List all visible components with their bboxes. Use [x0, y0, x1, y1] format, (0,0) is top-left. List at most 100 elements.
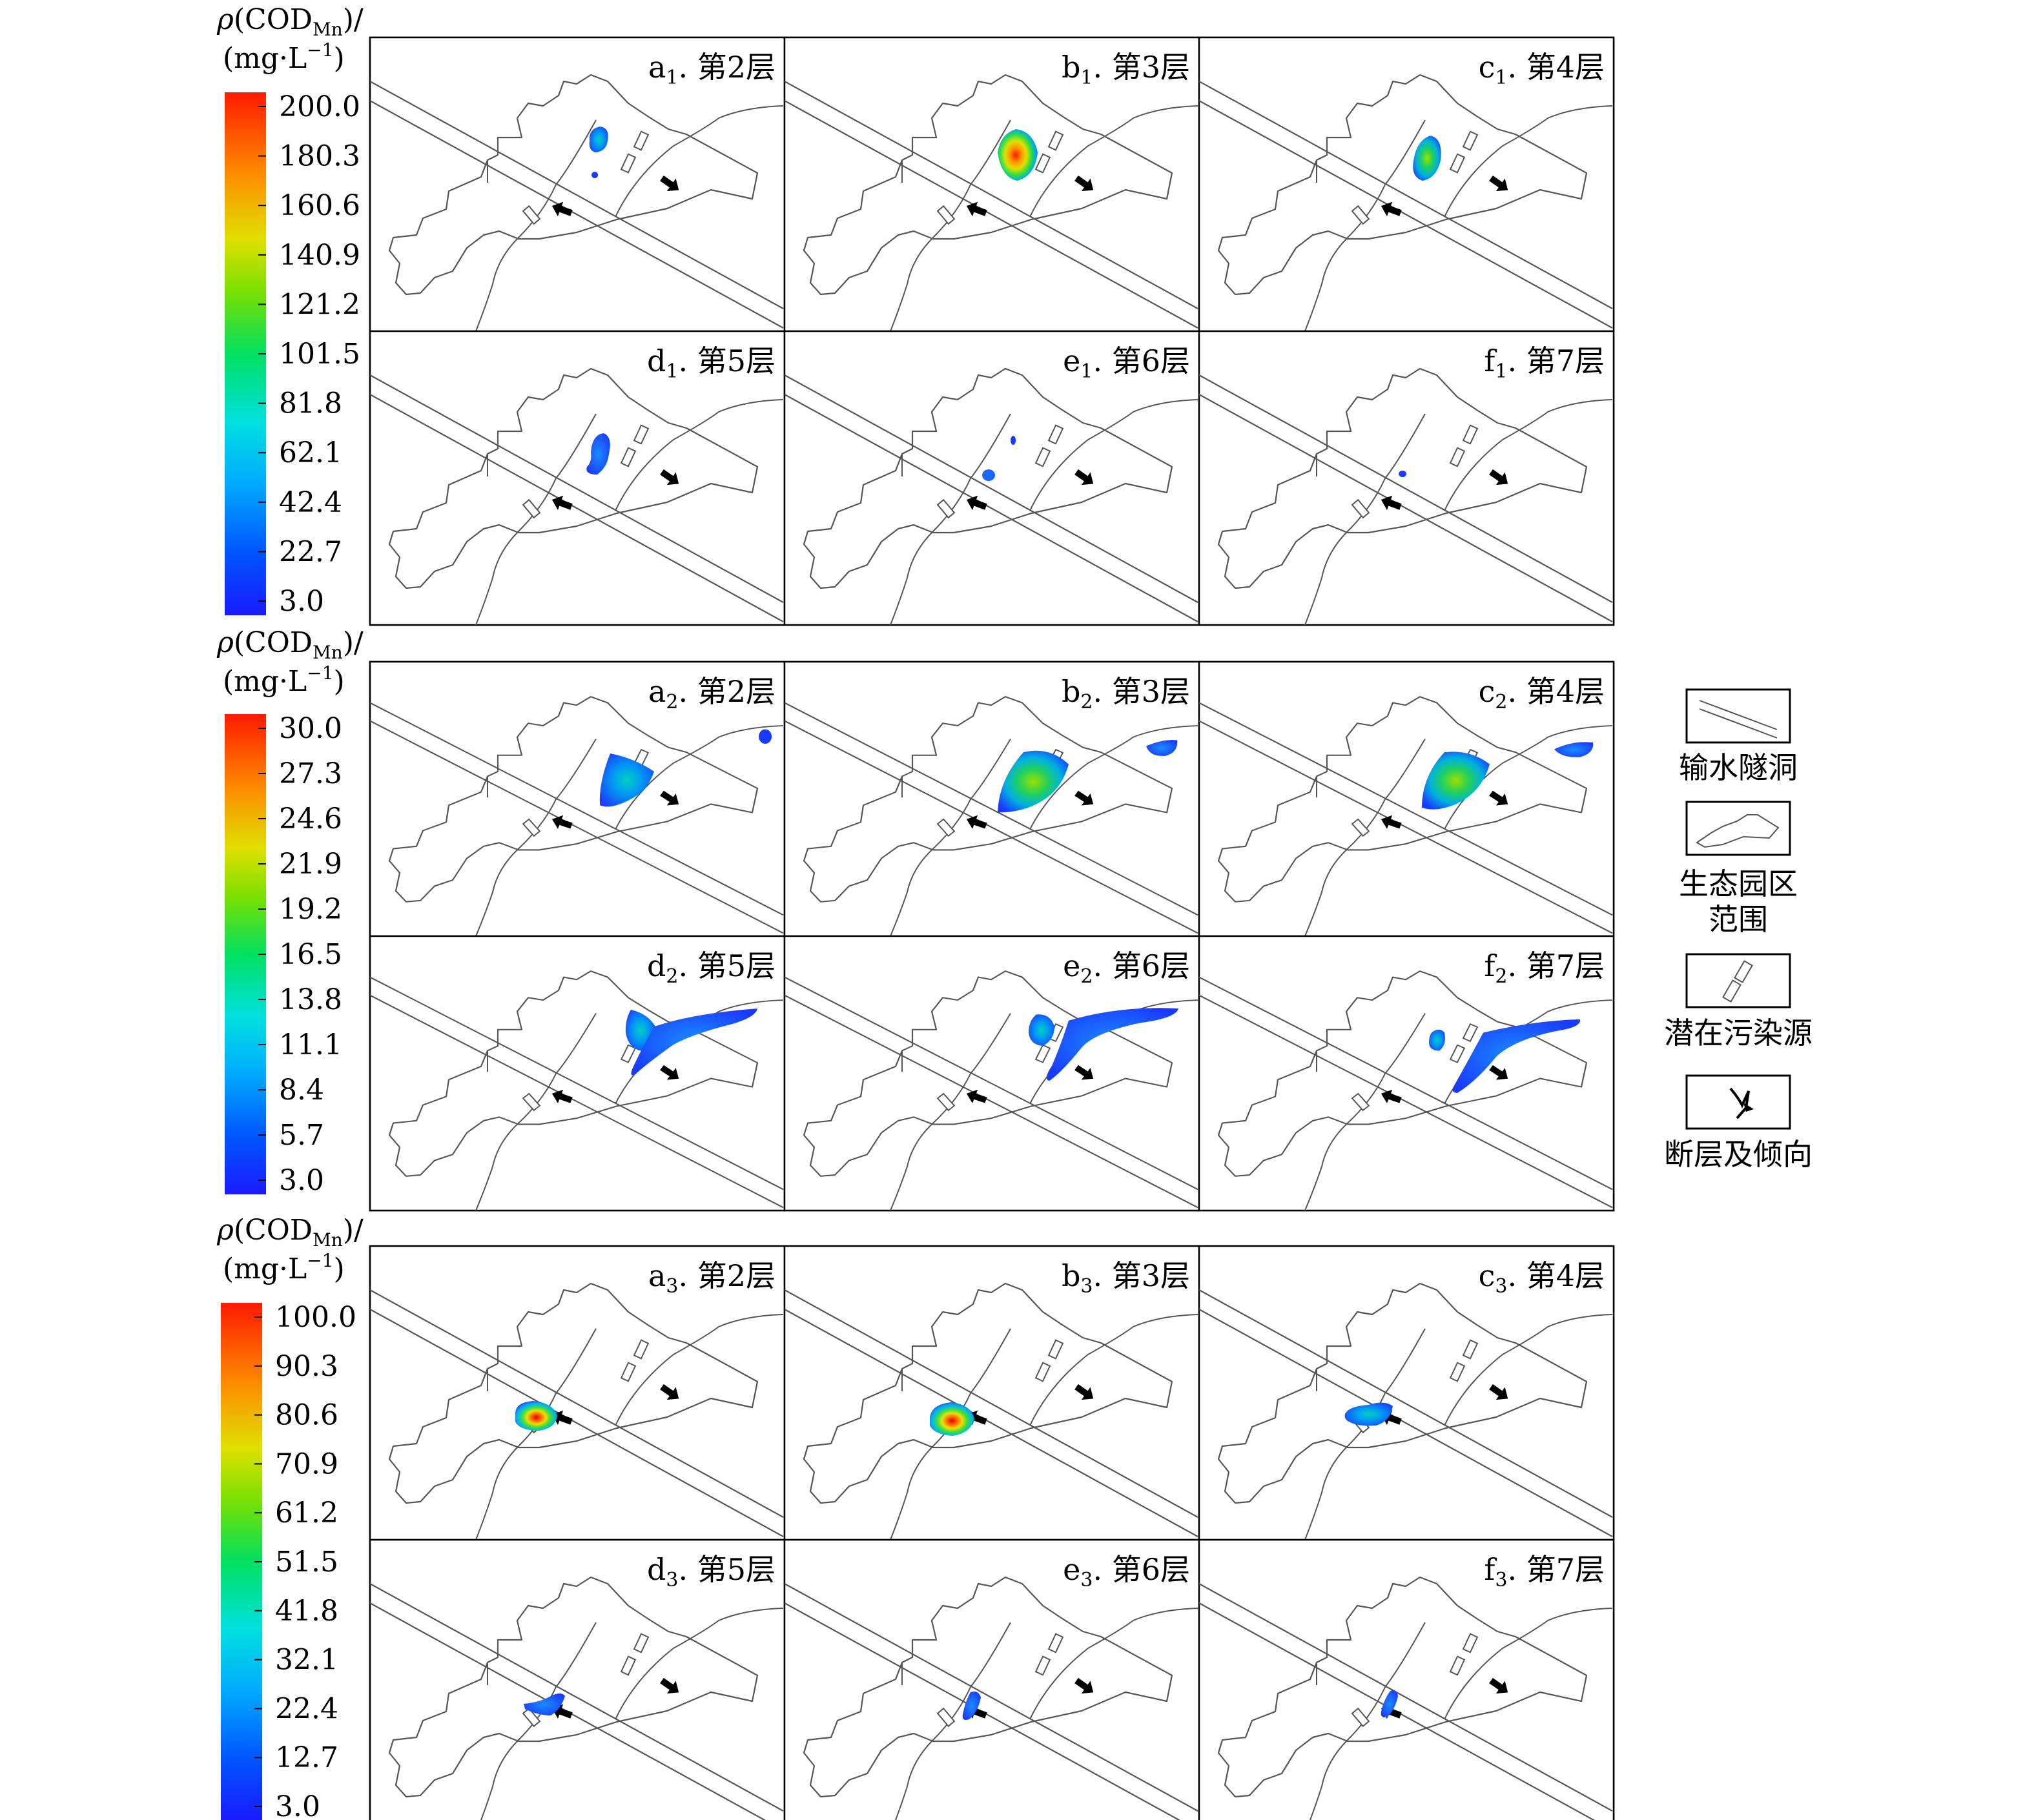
panel-d3: d3. 第5层 — [369, 1539, 786, 1820]
panel-c1: c1. 第4层 — [1198, 36, 1615, 332]
pollution-plume — [1029, 1014, 1054, 1046]
pollution-plume — [631, 1008, 757, 1076]
colorbar-unit-1: (mg·L−1) — [223, 39, 345, 75]
pollution-plume — [1011, 436, 1016, 445]
colorbar-tick-label: 13.8 — [279, 983, 342, 1016]
legend-item-fault: 断层及倾向 — [1664, 1074, 1813, 1172]
panel-a3: a3. 第2层 — [369, 1245, 786, 1541]
pollution-plume — [998, 750, 1069, 813]
colorbar-tick-label: 8.4 — [279, 1074, 324, 1107]
panel-label: b2. 第3层 — [1062, 674, 1190, 713]
colorbar-tick-label: 90.3 — [275, 1350, 338, 1383]
panel-label: e1. 第6层 — [1063, 343, 1190, 383]
colorbar-tick-label: 180.3 — [279, 140, 360, 173]
pollution-plume — [586, 433, 610, 475]
panel-frame — [783, 1245, 1200, 1541]
panel-f2: f2. 第7层 — [1198, 935, 1615, 1212]
panel-a1: a1. 第2层 — [369, 36, 786, 332]
panel-label: a1. 第2层 — [648, 50, 776, 89]
panel-label: a2. 第2层 — [648, 674, 776, 713]
colorbar-title-3: ρ(CODMn)/ — [216, 1214, 364, 1251]
pollution-plume — [1554, 742, 1594, 757]
panel-frame — [1198, 660, 1615, 937]
pollution-plume — [962, 1692, 981, 1720]
colorbar-ticks-3: 100.0 90.3 80.6 70.9 61.2 51.5 41.8 32.1 22.4 12.… — [254, 1301, 356, 1820]
colorbar-tick-label: 41.8 — [275, 1595, 338, 1628]
colorbar-tick-label: 12.7 — [275, 1741, 338, 1774]
pollution-plume — [1422, 752, 1490, 810]
pollution-plume — [930, 1402, 974, 1436]
colorbar-tick-label: 27.3 — [279, 757, 342, 790]
colorbar-tick-label: 51.5 — [275, 1546, 338, 1579]
panel-d1: d1. 第5层 — [369, 330, 786, 626]
panel-label: f3. 第7层 — [1484, 1552, 1605, 1591]
pollution-plume — [524, 1693, 565, 1715]
panel-b3: b3. 第3层 — [783, 1245, 1200, 1541]
colorbar-tick-label: 16.5 — [279, 938, 342, 971]
panel-b2: b2. 第3层 — [783, 660, 1200, 937]
panel-frame — [369, 935, 786, 1212]
panel-c3: c3. 第4层 — [1198, 1245, 1615, 1541]
colorbar-tick-label: 160.6 — [279, 189, 360, 222]
panel-label: f2. 第7层 — [1484, 948, 1605, 988]
panel-label: e3. 第6层 — [1063, 1552, 1190, 1591]
panel-frame — [783, 660, 1200, 937]
legend-item-tunnel: 输水隧洞 — [1679, 688, 1798, 785]
colorbar-tick-label: 42.4 — [279, 486, 342, 519]
pollution-plume — [599, 753, 654, 807]
panel-frame — [1198, 935, 1615, 1212]
pollution-plume — [759, 729, 772, 744]
group-1: ρ(CODMn)/ (mg·L−1) 200.0 180.3 160.6 140.9 1… — [216, 3, 1615, 626]
panel-e3: e3. 第6层 — [783, 1539, 1200, 1820]
panel-frame — [369, 36, 786, 332]
legend-label-park-2: 范围 — [1709, 902, 1768, 937]
pollution-plume — [515, 1401, 557, 1431]
panel-frame — [369, 330, 786, 626]
panel-e2: e2. 第6层 — [783, 935, 1200, 1212]
panel-b1: b1. 第3层 — [783, 36, 1200, 332]
panel-f1: f1. 第7层 — [1198, 330, 1615, 626]
colorbar-tick-label: 22.4 — [275, 1692, 338, 1725]
legend-item-source: 潜在污染源 — [1664, 953, 1813, 1050]
colorbar-tick-label: 32.1 — [275, 1644, 338, 1677]
panel-frame — [369, 660, 786, 937]
panel-label: f1. 第7层 — [1484, 343, 1605, 383]
colorbar-tick-label: 22.7 — [279, 535, 342, 568]
colorbar-tick-label: 81.8 — [279, 387, 342, 420]
pollution-plume — [1399, 471, 1407, 477]
panel-label: c1. 第4层 — [1479, 50, 1605, 89]
colorbar-tick-label: 24.6 — [279, 803, 342, 835]
colorbar-tick-label: 21.9 — [279, 848, 342, 881]
panel-label: b3. 第3层 — [1062, 1258, 1190, 1298]
panel-label: c3. 第4层 — [1479, 1258, 1605, 1298]
pollution-plume — [589, 127, 608, 152]
pollution-plume — [1381, 1690, 1398, 1717]
colorbar-tick-label: 3.0 — [279, 585, 324, 618]
colorbar-tick-label: 200.0 — [279, 90, 360, 123]
colorbar-tick-label: 30.0 — [279, 712, 342, 745]
panel-frame — [369, 1245, 786, 1541]
panel-f3: f3. 第7层 — [1198, 1539, 1615, 1820]
panel-frame — [1198, 330, 1615, 626]
colorbar-tick-label: 5.7 — [279, 1119, 324, 1152]
colorbar-tick-label: 3.0 — [279, 1164, 324, 1197]
pollution-plume — [1046, 1008, 1178, 1081]
colorbar-tick-label: 100.0 — [275, 1301, 356, 1334]
panel-label: c2. 第4层 — [1479, 674, 1605, 713]
panel-label: e2. 第6层 — [1063, 948, 1190, 988]
legend-item-park: 生态园区 范围 — [1679, 801, 1798, 937]
panel-c2: c2. 第4层 — [1198, 660, 1615, 937]
pollution-plume — [1452, 1019, 1581, 1093]
pollution-plume — [1413, 136, 1441, 181]
pollution-plume — [1429, 1029, 1445, 1051]
colorbar-unit-3: (mg·L−1) — [223, 1250, 345, 1285]
colorbar-tick-label: 80.6 — [275, 1399, 338, 1432]
panel-label: a3. 第2层 — [648, 1258, 776, 1298]
legend-label-source: 潜在污染源 — [1664, 1016, 1813, 1050]
panel-a2: a2. 第2层 — [369, 660, 786, 937]
legend-label-fault: 断层及倾向 — [1664, 1137, 1813, 1172]
panel-d2: d2. 第5层 — [369, 935, 786, 1212]
colorbar-title-2: ρ(CODMn)/ — [216, 626, 364, 663]
panel-label: d3. 第5层 — [647, 1552, 776, 1591]
